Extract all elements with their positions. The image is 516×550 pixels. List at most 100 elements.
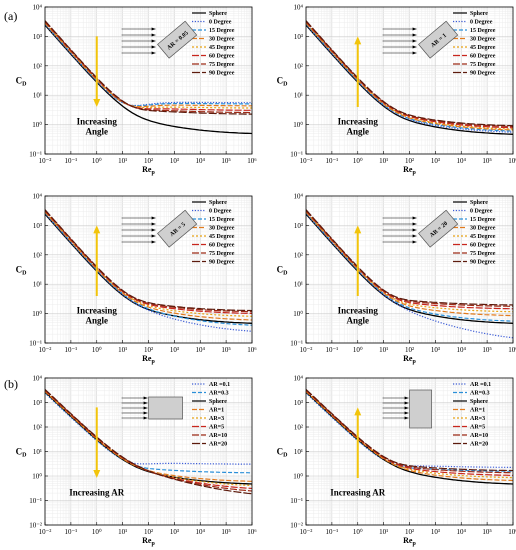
y-tick-label: 10⁴: [33, 375, 43, 383]
flow-arrowhead: [151, 33, 156, 37]
x-tick-label: 10²: [405, 346, 414, 354]
x-tick-label: 10⁵: [221, 157, 231, 165]
series-line-8: [306, 20, 513, 127]
y-axis-label: CD: [16, 265, 28, 277]
legend-entry: 30 Degree: [470, 37, 496, 43]
series-line-8: [306, 209, 513, 306]
particle-inset: AR = 5: [157, 209, 198, 248]
flow-arrowhead: [404, 401, 409, 405]
x-tick-label: 10³: [170, 346, 179, 354]
legend-entry: AR =0.1: [470, 382, 491, 388]
x-tick-label: 10⁻²: [300, 346, 313, 354]
series-line-6: [45, 21, 252, 111]
legend-entry: Sphere: [470, 200, 488, 206]
x-tick-label: 10⁶: [247, 528, 257, 536]
x-tick-label: 10⁻²: [39, 346, 52, 354]
flow-arrowhead: [151, 228, 156, 232]
x-tick-label: 10⁻¹: [64, 157, 77, 165]
x-tick-label: 10⁴: [196, 346, 206, 354]
y-tick-label: 10⁰: [293, 310, 303, 318]
x-tick-label: 10¹: [118, 346, 127, 354]
flow-arrowhead: [412, 33, 417, 37]
x-tick-label: 10⁵: [482, 346, 492, 354]
x-tick-label: 10²: [144, 346, 153, 354]
flow-arrowhead: [151, 27, 156, 31]
flow-arrowhead: [412, 222, 417, 226]
flow-arrowhead: [151, 222, 156, 226]
chart-1: 10⁻² 10⁻¹ 10⁰ 10¹ 10² 10³ 10⁴ 10⁵ 10⁶10⁻¹10⁰10¹1…: [16, 4, 258, 177]
x-tick-label: 10⁵: [482, 528, 492, 536]
y-tick-label: 10⁻¹: [29, 497, 42, 505]
legend-entry: 60 Degree: [470, 54, 496, 60]
x-tick-label: 10¹: [379, 157, 388, 165]
flow-arrowhead: [143, 406, 148, 410]
legend-entry: 75 Degree: [470, 251, 496, 257]
y-tick-label: 10¹: [294, 92, 303, 100]
legend-entry: AR=3: [470, 416, 485, 422]
legend-entry: Sphere: [209, 11, 227, 17]
series-line-1: [45, 392, 252, 465]
trend-arrowhead: [354, 407, 362, 416]
flow-arrowhead: [151, 234, 156, 238]
particle-shape: [157, 20, 198, 59]
flow-arrowhead: [412, 51, 417, 55]
legend-entry: AR=1: [470, 408, 485, 414]
flow-arrowhead: [151, 45, 156, 49]
legend-entry: 75 Degree: [209, 251, 235, 257]
annotation-text: Increasing AR: [330, 488, 386, 498]
trend-arrowhead: [93, 469, 101, 478]
x-tick-label: 10⁴: [457, 528, 467, 536]
trend-arrowhead: [354, 36, 362, 45]
x-tick-label: 10⁶: [508, 157, 516, 165]
x-tick-label: 10³: [431, 157, 440, 165]
x-tick-label: 10¹: [118, 157, 127, 165]
y-tick-label: 10⁰: [32, 473, 42, 481]
annotation-text: Angle: [347, 127, 370, 137]
y-tick-label: 10²: [33, 424, 42, 432]
series-line-1: [306, 24, 513, 135]
legend-entry: 30 Degree: [470, 226, 496, 232]
legend-entry: 15 Degree: [209, 28, 235, 34]
y-tick-label: 10⁻¹: [290, 340, 303, 348]
y-tick-label: 10⁻²: [290, 522, 303, 530]
y-tick-label: 10⁰: [293, 121, 303, 129]
legend-entry: 0 Degree: [470, 209, 493, 215]
panel-label-a: (a): [4, 9, 17, 23]
legend-entry: AR=5: [470, 425, 485, 431]
legend-entry: 45 Degree: [209, 45, 235, 51]
x-tick-label: 10⁴: [196, 157, 206, 165]
x-tick-label: 10⁰: [92, 157, 102, 165]
flow-arrowhead: [404, 396, 409, 400]
y-axis-label: CD: [277, 265, 289, 277]
series-line-1: [45, 24, 252, 135]
annotation-text: Increasing AR: [69, 488, 125, 498]
series-line-5: [306, 390, 513, 479]
legend-entry: 90 Degree: [209, 260, 235, 266]
x-tick-label: 10⁻²: [39, 157, 52, 165]
y-tick-label: 10¹: [294, 448, 303, 456]
flow-arrowhead: [412, 27, 417, 31]
legend-entry: AR=3: [209, 416, 224, 422]
x-axis-label: Rep: [142, 536, 155, 547]
legend-entry: 60 Degree: [470, 243, 496, 249]
legend-entry: AR =0.1: [209, 382, 230, 388]
legend-entry: 15 Degree: [470, 28, 496, 34]
legend-entry: 60 Degree: [209, 243, 235, 249]
flow-arrowhead: [143, 411, 148, 415]
flow-arrowhead: [404, 411, 409, 415]
x-tick-label: 10⁰: [92, 528, 102, 536]
y-tick-label: 10⁻¹: [29, 340, 42, 348]
y-axis-label: CD: [277, 447, 289, 459]
particle-shape: [148, 396, 183, 420]
x-tick-label: 10³: [431, 528, 440, 536]
particle-inset: AR = 1: [418, 20, 459, 59]
series-line-1: [45, 213, 252, 324]
series-line-6: [45, 210, 252, 314]
legend-entry: 15 Degree: [209, 217, 235, 223]
legend-entry: 90 Degree: [209, 71, 235, 77]
legend-entry: Sphere: [209, 200, 227, 206]
legend-entry: Sphere: [470, 11, 488, 17]
y-tick-label: 10¹: [33, 92, 42, 100]
series-line-1: [306, 213, 513, 324]
